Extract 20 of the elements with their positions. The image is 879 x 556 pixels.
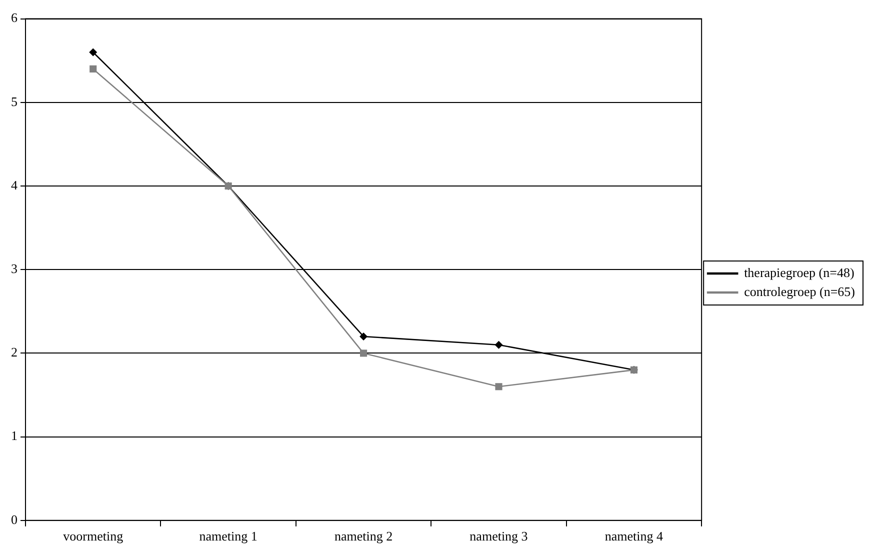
point [89,48,98,56]
y-tick-label: 5 [11,94,18,109]
x-tick-label: nameting 2 [334,528,393,544]
y-tick-label: 3 [11,261,18,276]
point [360,332,368,340]
x-tick-label: nameting 3 [470,528,528,544]
legend-label: controlegroep (n=65) [744,284,856,299]
y-tick-label: 2 [11,344,18,360]
point [495,383,502,390]
y-tick-label: 0 [11,512,18,527]
y-tick-label: 6 [11,10,18,26]
point [360,350,368,357]
point [494,340,503,349]
y-tick-label: 1 [11,428,18,444]
x-tick-label: nameting 4 [604,528,664,544]
y-tick-label: 4 [11,177,18,192]
legend-label: therapiegroep (n=48) [744,264,854,280]
point [90,65,97,72]
x-tick-label: nameting 1 [199,528,258,544]
x-tick-label: voormeting [63,528,124,544]
